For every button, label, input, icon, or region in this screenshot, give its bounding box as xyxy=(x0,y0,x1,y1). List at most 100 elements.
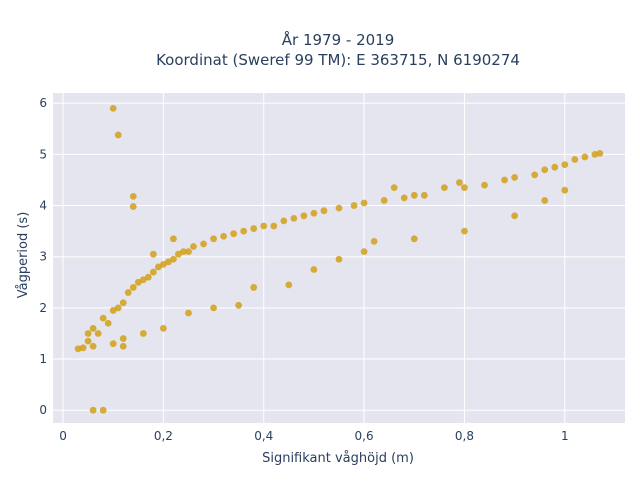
x-tick-label: 0,8 xyxy=(455,429,474,443)
data-point xyxy=(310,266,318,273)
data-point xyxy=(456,179,463,186)
data-point xyxy=(561,186,569,194)
data-point xyxy=(89,342,97,350)
data-point xyxy=(250,284,258,291)
data-point xyxy=(180,248,187,256)
x-tick-label: 0,2 xyxy=(154,429,173,443)
data-point xyxy=(170,235,177,243)
data-point xyxy=(114,304,122,312)
x-axis-title: Signifikant våghöjd (m) xyxy=(262,451,414,466)
data-point xyxy=(410,235,418,243)
data-point xyxy=(109,104,117,112)
data-point xyxy=(440,184,448,192)
x-tick-label: 1 xyxy=(561,429,569,443)
data-point xyxy=(89,324,97,332)
data-point xyxy=(185,309,192,317)
x-tick-label: 0,4 xyxy=(254,429,273,443)
data-point xyxy=(290,214,298,222)
data-point xyxy=(511,174,519,181)
data-point xyxy=(159,324,167,332)
data-point xyxy=(300,212,308,220)
data-point xyxy=(119,299,127,307)
data-point xyxy=(511,212,519,220)
chart-title-line1: År 1979 - 2019 xyxy=(282,30,395,49)
data-point xyxy=(250,225,258,232)
data-point xyxy=(144,273,152,281)
data-point xyxy=(210,235,217,243)
data-point xyxy=(360,248,368,256)
data-point xyxy=(285,281,293,289)
data-point xyxy=(581,153,589,161)
data-point xyxy=(551,163,559,171)
data-point xyxy=(109,340,117,348)
data-point xyxy=(154,263,162,271)
data-point xyxy=(134,278,142,286)
y-axis-title: Vågperiod (s) xyxy=(16,212,31,299)
data-point xyxy=(596,149,604,157)
data-point xyxy=(175,250,182,258)
data-point xyxy=(220,232,227,240)
data-point xyxy=(99,314,107,322)
point-layer xyxy=(74,104,604,414)
data-point xyxy=(124,289,132,296)
y-tick-label: 6 xyxy=(39,96,47,110)
y-tick-label: 0 xyxy=(39,403,47,417)
data-point xyxy=(280,217,288,225)
data-point xyxy=(531,171,539,179)
data-point xyxy=(360,199,368,207)
data-point xyxy=(461,184,468,192)
data-point xyxy=(165,258,172,266)
data-point xyxy=(310,209,318,217)
y-tick-label: 2 xyxy=(39,301,47,315)
data-point xyxy=(170,255,177,263)
data-point xyxy=(335,204,343,212)
data-point xyxy=(210,304,217,312)
data-point xyxy=(320,207,328,215)
data-point xyxy=(119,335,127,342)
y-tick-label: 3 xyxy=(39,250,47,264)
data-point xyxy=(420,191,428,199)
data-point xyxy=(200,240,207,248)
data-point xyxy=(129,284,137,291)
data-point xyxy=(129,203,137,210)
data-point xyxy=(260,222,268,230)
data-point xyxy=(114,131,122,139)
data-point xyxy=(94,330,102,337)
data-point xyxy=(84,330,92,337)
data-point xyxy=(240,227,248,235)
data-point xyxy=(109,307,117,314)
data-point xyxy=(119,342,127,350)
data-point xyxy=(235,301,243,309)
data-point xyxy=(149,268,157,276)
data-point xyxy=(350,202,358,209)
data-point xyxy=(190,243,197,250)
x-tick-label: 0,6 xyxy=(355,429,374,443)
y-tick-label: 5 xyxy=(39,147,47,161)
data-point xyxy=(335,255,343,263)
data-point xyxy=(561,161,569,169)
data-point xyxy=(481,181,488,189)
data-point xyxy=(99,406,107,414)
data-point xyxy=(571,156,579,163)
data-point xyxy=(139,276,147,284)
data-point xyxy=(461,227,468,235)
data-point xyxy=(149,250,157,258)
data-point xyxy=(79,344,87,352)
data-point xyxy=(84,337,92,345)
data-point xyxy=(390,184,398,192)
data-point xyxy=(380,197,388,204)
y-tick-label: 4 xyxy=(39,199,47,213)
data-point xyxy=(89,406,97,414)
data-point xyxy=(400,194,408,202)
data-point xyxy=(270,222,278,230)
tick-layer: 0 0,2 0,4 0,6 0,8 1 0 1 2 3 4 5 6 xyxy=(39,96,568,443)
data-point xyxy=(159,260,167,268)
data-point xyxy=(541,197,549,204)
data-point xyxy=(541,166,549,174)
data-point xyxy=(501,176,508,184)
x-tick-label: 0 xyxy=(59,429,67,443)
chart-title-line2: Koordinat (Sweref 99 TM): E 363715, N 61… xyxy=(156,51,520,69)
data-point xyxy=(185,248,192,256)
